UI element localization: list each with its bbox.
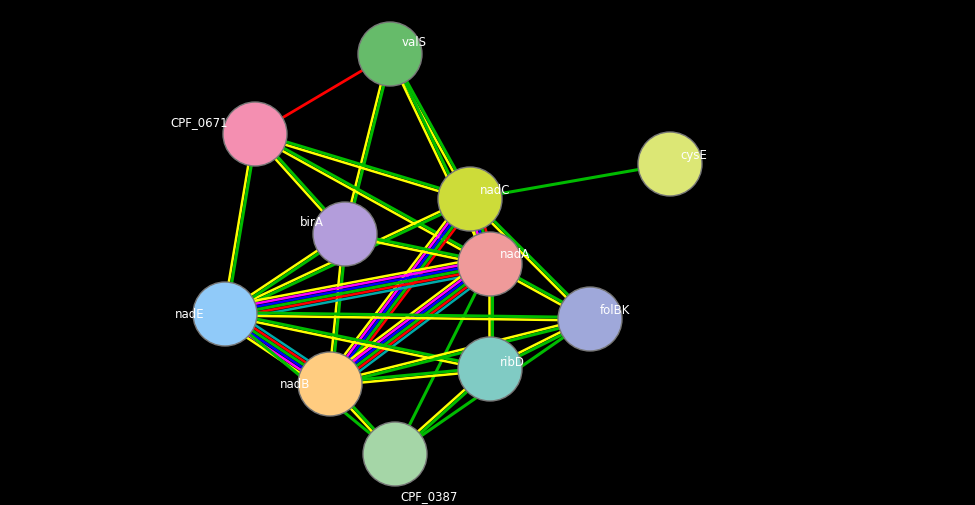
Circle shape bbox=[363, 422, 427, 486]
Text: ribD: ribD bbox=[500, 355, 525, 368]
Text: nadC: nadC bbox=[480, 183, 511, 196]
Text: birA: birA bbox=[300, 216, 324, 229]
Text: CPF_0387: CPF_0387 bbox=[400, 489, 457, 502]
Circle shape bbox=[298, 352, 362, 416]
Circle shape bbox=[193, 282, 257, 346]
Circle shape bbox=[458, 337, 522, 401]
Circle shape bbox=[558, 287, 622, 351]
Text: folBK: folBK bbox=[600, 303, 631, 316]
Circle shape bbox=[358, 23, 422, 87]
Text: valS: valS bbox=[402, 36, 427, 49]
Text: nadE: nadE bbox=[175, 308, 205, 321]
Text: nadA: nadA bbox=[500, 248, 530, 261]
Text: cysE: cysE bbox=[680, 148, 707, 161]
Text: CPF_0671: CPF_0671 bbox=[170, 116, 227, 129]
Circle shape bbox=[223, 103, 287, 167]
Text: nadB: nadB bbox=[280, 378, 310, 391]
Circle shape bbox=[638, 133, 702, 196]
Circle shape bbox=[438, 168, 502, 231]
Circle shape bbox=[458, 232, 522, 296]
Circle shape bbox=[313, 203, 377, 267]
